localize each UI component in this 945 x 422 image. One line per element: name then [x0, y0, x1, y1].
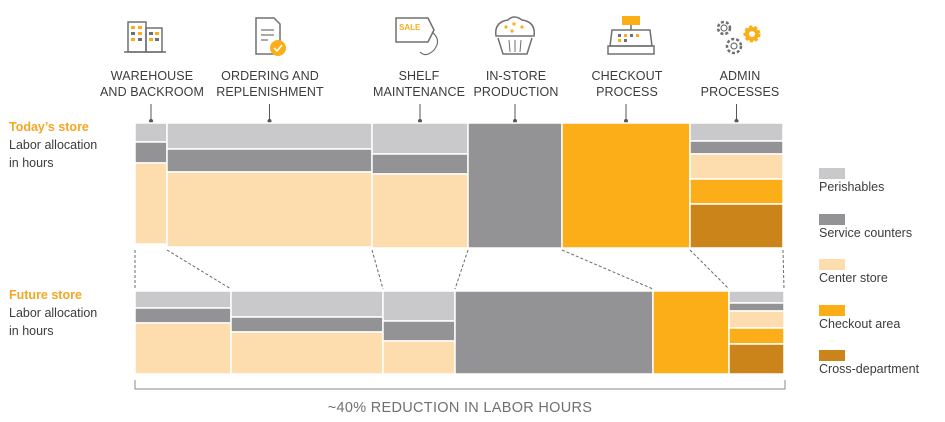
- category-tick-dot: [513, 119, 517, 123]
- bars: [134, 122, 785, 375]
- row-titles: Today’s store Labor allocation in hours Fut…: [9, 120, 97, 338]
- bar-segment-center-store-3: [382, 340, 456, 375]
- bar-segment-service-counters-1: [134, 307, 232, 324]
- bar-segment-service-counters-4: [454, 290, 654, 375]
- footer-label: ~40% REDUCTION IN LABOR HOURS: [328, 400, 593, 416]
- category-tick-marks: [149, 104, 739, 123]
- bar-segment-checkout-area-5: [652, 290, 730, 375]
- bar-segment-center-store-3: [371, 173, 469, 249]
- bar-segment-perishables-2: [230, 290, 384, 318]
- document-check-icon: [255, 17, 286, 56]
- category-tick-dot: [734, 119, 739, 123]
- legend: Perishables Service counters Center store C…: [819, 168, 920, 376]
- category-tick-dot: [418, 119, 422, 123]
- bar-segment-perishables-3: [371, 122, 469, 155]
- bar-segment-perishables-6: [728, 290, 785, 304]
- bar-segment-center-store-1: [134, 322, 232, 375]
- row-subtitle: in hours: [9, 156, 53, 170]
- legend-swatch-service-counters: [819, 214, 845, 225]
- bar-segment-center-store-1: [134, 162, 168, 245]
- bar-segment-cross-department-6: [728, 343, 785, 375]
- future-store-row: [134, 290, 785, 375]
- connector-line: [782, 249, 785, 290]
- bar-segment-perishables-6: [689, 122, 784, 142]
- bar-segment-service-counters-6: [728, 302, 785, 312]
- bar-segment-service-counters-2: [166, 148, 373, 173]
- bar-segment-service-counters-3: [371, 153, 469, 175]
- legend-swatch-cross-department: [819, 350, 845, 361]
- legend-label-service-counters: Service counters: [819, 226, 912, 240]
- bar-segment-service-counters-1: [134, 141, 168, 164]
- row-subtitle: in hours: [9, 324, 53, 338]
- category-label: IN-STORE PRODUCTION: [473, 69, 558, 99]
- legend-label-perishables: Perishables: [819, 180, 884, 194]
- category-label: ADMIN PROCESSES: [701, 69, 780, 99]
- muffin-icon: [495, 16, 535, 55]
- bar-segment-perishables-1: [134, 122, 168, 143]
- bar-segment-center-store-2: [230, 331, 384, 375]
- bar-segment-perishables-3: [382, 290, 456, 322]
- footer-bracket: [134, 380, 786, 390]
- legend-label-center-store: Center store: [819, 271, 888, 285]
- legend-swatch-center-store: [819, 259, 845, 270]
- legend-label-cross-department: Cross-department: [819, 362, 920, 376]
- gears-icon: [716, 20, 761, 55]
- bar-segment-service-counters-4: [467, 122, 563, 249]
- bar-segment-center-store-6: [728, 310, 785, 329]
- connector-line: [561, 249, 654, 290]
- category-label: ORDERING AND REPLENISHMENT: [216, 69, 324, 99]
- row-title: Today’s store: [9, 120, 89, 134]
- category-label: SHELF MAINTENANCE: [373, 69, 465, 99]
- bar-segment-perishables-1: [134, 290, 232, 309]
- category-label: CHECKOUT PROCESS: [592, 69, 663, 99]
- bar-segment-perishables-2: [166, 122, 373, 150]
- category-tick-dot: [624, 119, 628, 123]
- bar-segment-checkout-area-6: [728, 327, 785, 345]
- connector-line: [371, 249, 384, 290]
- category-labels: WAREHOUSE AND BACKROOM ORDERING AND REPLENI…: [100, 69, 779, 99]
- legend-swatch-perishables: [819, 168, 845, 179]
- row-subtitle: Labor allocation: [9, 138, 97, 152]
- category-tick-dot: [267, 119, 272, 123]
- bar-segment-center-store-6: [689, 153, 784, 180]
- connector-lines: [134, 249, 785, 290]
- legend-label-checkout-area: Checkout area: [819, 317, 900, 331]
- today-store-row: [134, 122, 784, 249]
- bar-segment-service-counters-3: [382, 320, 456, 342]
- bar-segment-checkout-area-6: [689, 178, 784, 205]
- bar-segment-service-counters-2: [230, 316, 384, 333]
- bar-segment-cross-department-6: [689, 203, 784, 249]
- bar-segment-checkout-area-5: [561, 122, 691, 249]
- connector-line: [166, 249, 232, 290]
- row-title: Future store: [9, 288, 82, 302]
- warehouse-icon: [124, 21, 166, 53]
- svg-text:SALE: SALE: [399, 23, 421, 32]
- category-label: WAREHOUSE AND BACKROOM: [100, 69, 204, 99]
- bar-segment-center-store-2: [166, 171, 373, 248]
- price-tag-icon: SALE: [395, 17, 439, 56]
- row-subtitle: Labor allocation: [9, 306, 97, 320]
- connector-line: [689, 249, 730, 290]
- category-tick-dot: [149, 119, 153, 123]
- bar-segment-service-counters-6: [689, 140, 784, 155]
- connector-line: [454, 249, 469, 290]
- cash-register-icon: [607, 16, 655, 55]
- legend-swatch-checkout-area: [819, 305, 845, 316]
